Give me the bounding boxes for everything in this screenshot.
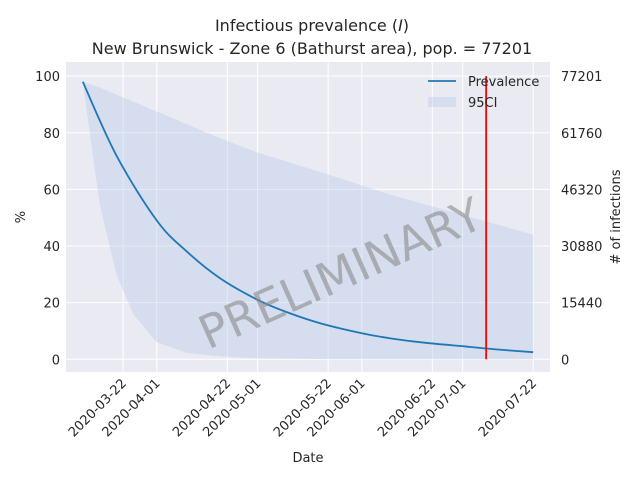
x-tick-label: 2020-07-22 (476, 376, 540, 440)
y-tick-label-right: 61760 (561, 127, 602, 142)
ci-band-95 (82, 81, 534, 360)
y-tick-label-right: 46320 (561, 183, 602, 198)
y-tick-label-left: 40 (43, 240, 60, 255)
y-axis-left: 0 20 40 60 80 100 (35, 70, 60, 368)
series-line-layer (81, 76, 534, 360)
y-tick-label-right: 77201 (561, 70, 602, 85)
y-tick-label-left: 100 (35, 70, 60, 85)
series-line-prevalence (81, 81, 534, 354)
ci-band-layer (82, 81, 534, 360)
legend-label: Prevalence (468, 75, 539, 90)
y-axis-label-left: % (14, 211, 29, 223)
chart-title-line2: New Brunswick - Zone 6 (Bathurst area), … (92, 39, 532, 58)
y-tick-label-left: 20 (43, 297, 60, 312)
x-axis-label: Date (292, 451, 323, 466)
legend-swatch-band (428, 97, 456, 107)
chart-title-line1: Infectious prevalence (I) (215, 16, 409, 35)
legend-label: 95CI (468, 96, 497, 111)
y-tick-label-right: 15440 (561, 297, 602, 312)
grid-lines (66, 62, 550, 372)
y-tick-label-left: 60 (43, 183, 60, 198)
y-tick-label-left: 80 (43, 127, 60, 142)
y-axis-label-right: # of infections (609, 169, 624, 264)
y-tick-label-left: 0 (52, 353, 60, 368)
y-tick-label-right: 0 (561, 353, 569, 368)
y-tick-label-right: 30880 (561, 240, 602, 255)
y-axis-right: 0 15440 30880 46320 61760 77201 (561, 70, 602, 368)
legend: Prevalence 95CI (428, 75, 539, 111)
